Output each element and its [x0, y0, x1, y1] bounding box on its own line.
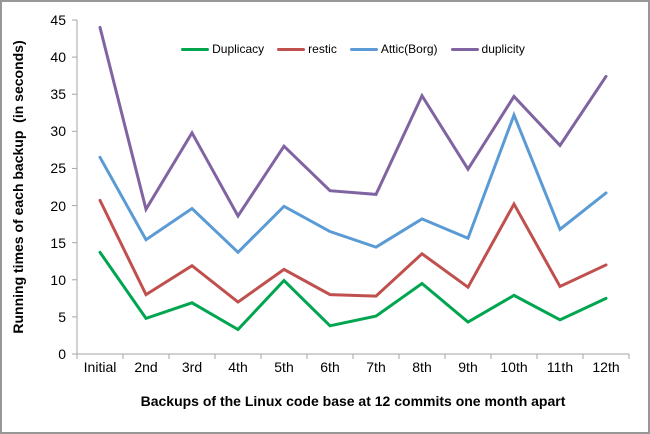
y-tick-label: 35	[50, 86, 66, 103]
x-tick-label-5th: 5th	[274, 359, 294, 375]
x-tick-label-9th: 9th	[458, 359, 478, 375]
y-tick-label: 15	[50, 234, 66, 251]
legend-label: Duplicacy	[212, 42, 265, 56]
y-tick-label: 20	[50, 197, 66, 214]
series-line-restic	[98, 198, 608, 304]
series-line-duplicacy	[98, 250, 608, 332]
legend-line-icon	[181, 47, 210, 51]
legend-item-duplicity: duplicity	[450, 42, 525, 56]
series-line-duplicity	[98, 25, 608, 219]
y-tick-label: 5	[58, 308, 66, 325]
y-tick-label: 45	[50, 12, 66, 28]
x-axis-title: Backups of the Linux code base at 12 com…	[140, 393, 566, 409]
legend-line-icon	[349, 47, 378, 51]
y-tick-label: 10	[50, 271, 66, 288]
x-tick-label-initial: Initial	[83, 359, 117, 375]
y-tick-label: 40	[50, 49, 66, 66]
legend-item-restic: restic	[277, 42, 337, 56]
legend-label: Attic(Borg)	[380, 42, 438, 56]
series-line-attic-borg	[98, 110, 608, 255]
legend-label: duplicity	[481, 42, 525, 56]
x-tick-label-11th: 11th	[546, 359, 574, 375]
y-tick-label: 25	[50, 160, 66, 177]
x-tick-label-8th: 8th	[412, 359, 432, 375]
x-tick-label-4th: 4th	[228, 359, 248, 375]
x-tick-label-7th: 7th	[366, 359, 386, 375]
legend-line-icon	[277, 47, 306, 51]
legend-item-attic-borg: Attic(Borg)	[349, 42, 438, 56]
legend-line-icon	[450, 47, 479, 51]
x-tick-label-12th: 12th	[592, 359, 620, 375]
x-tick-label-2nd: 2nd	[134, 359, 158, 375]
legend-label: restic	[308, 42, 337, 56]
legend-item-duplicacy: Duplicacy	[181, 42, 264, 56]
x-tick-label-10th: 10th	[500, 359, 528, 375]
x-tick-label-6th: 6th	[320, 359, 340, 375]
y-tick-label: 0	[58, 346, 66, 362]
legend: Duplicacy restic Attic(Borg) duplicity	[77, 42, 629, 56]
x-tick-label-3rd: 3rd	[181, 359, 203, 375]
y-tick-label: 30	[50, 123, 66, 140]
